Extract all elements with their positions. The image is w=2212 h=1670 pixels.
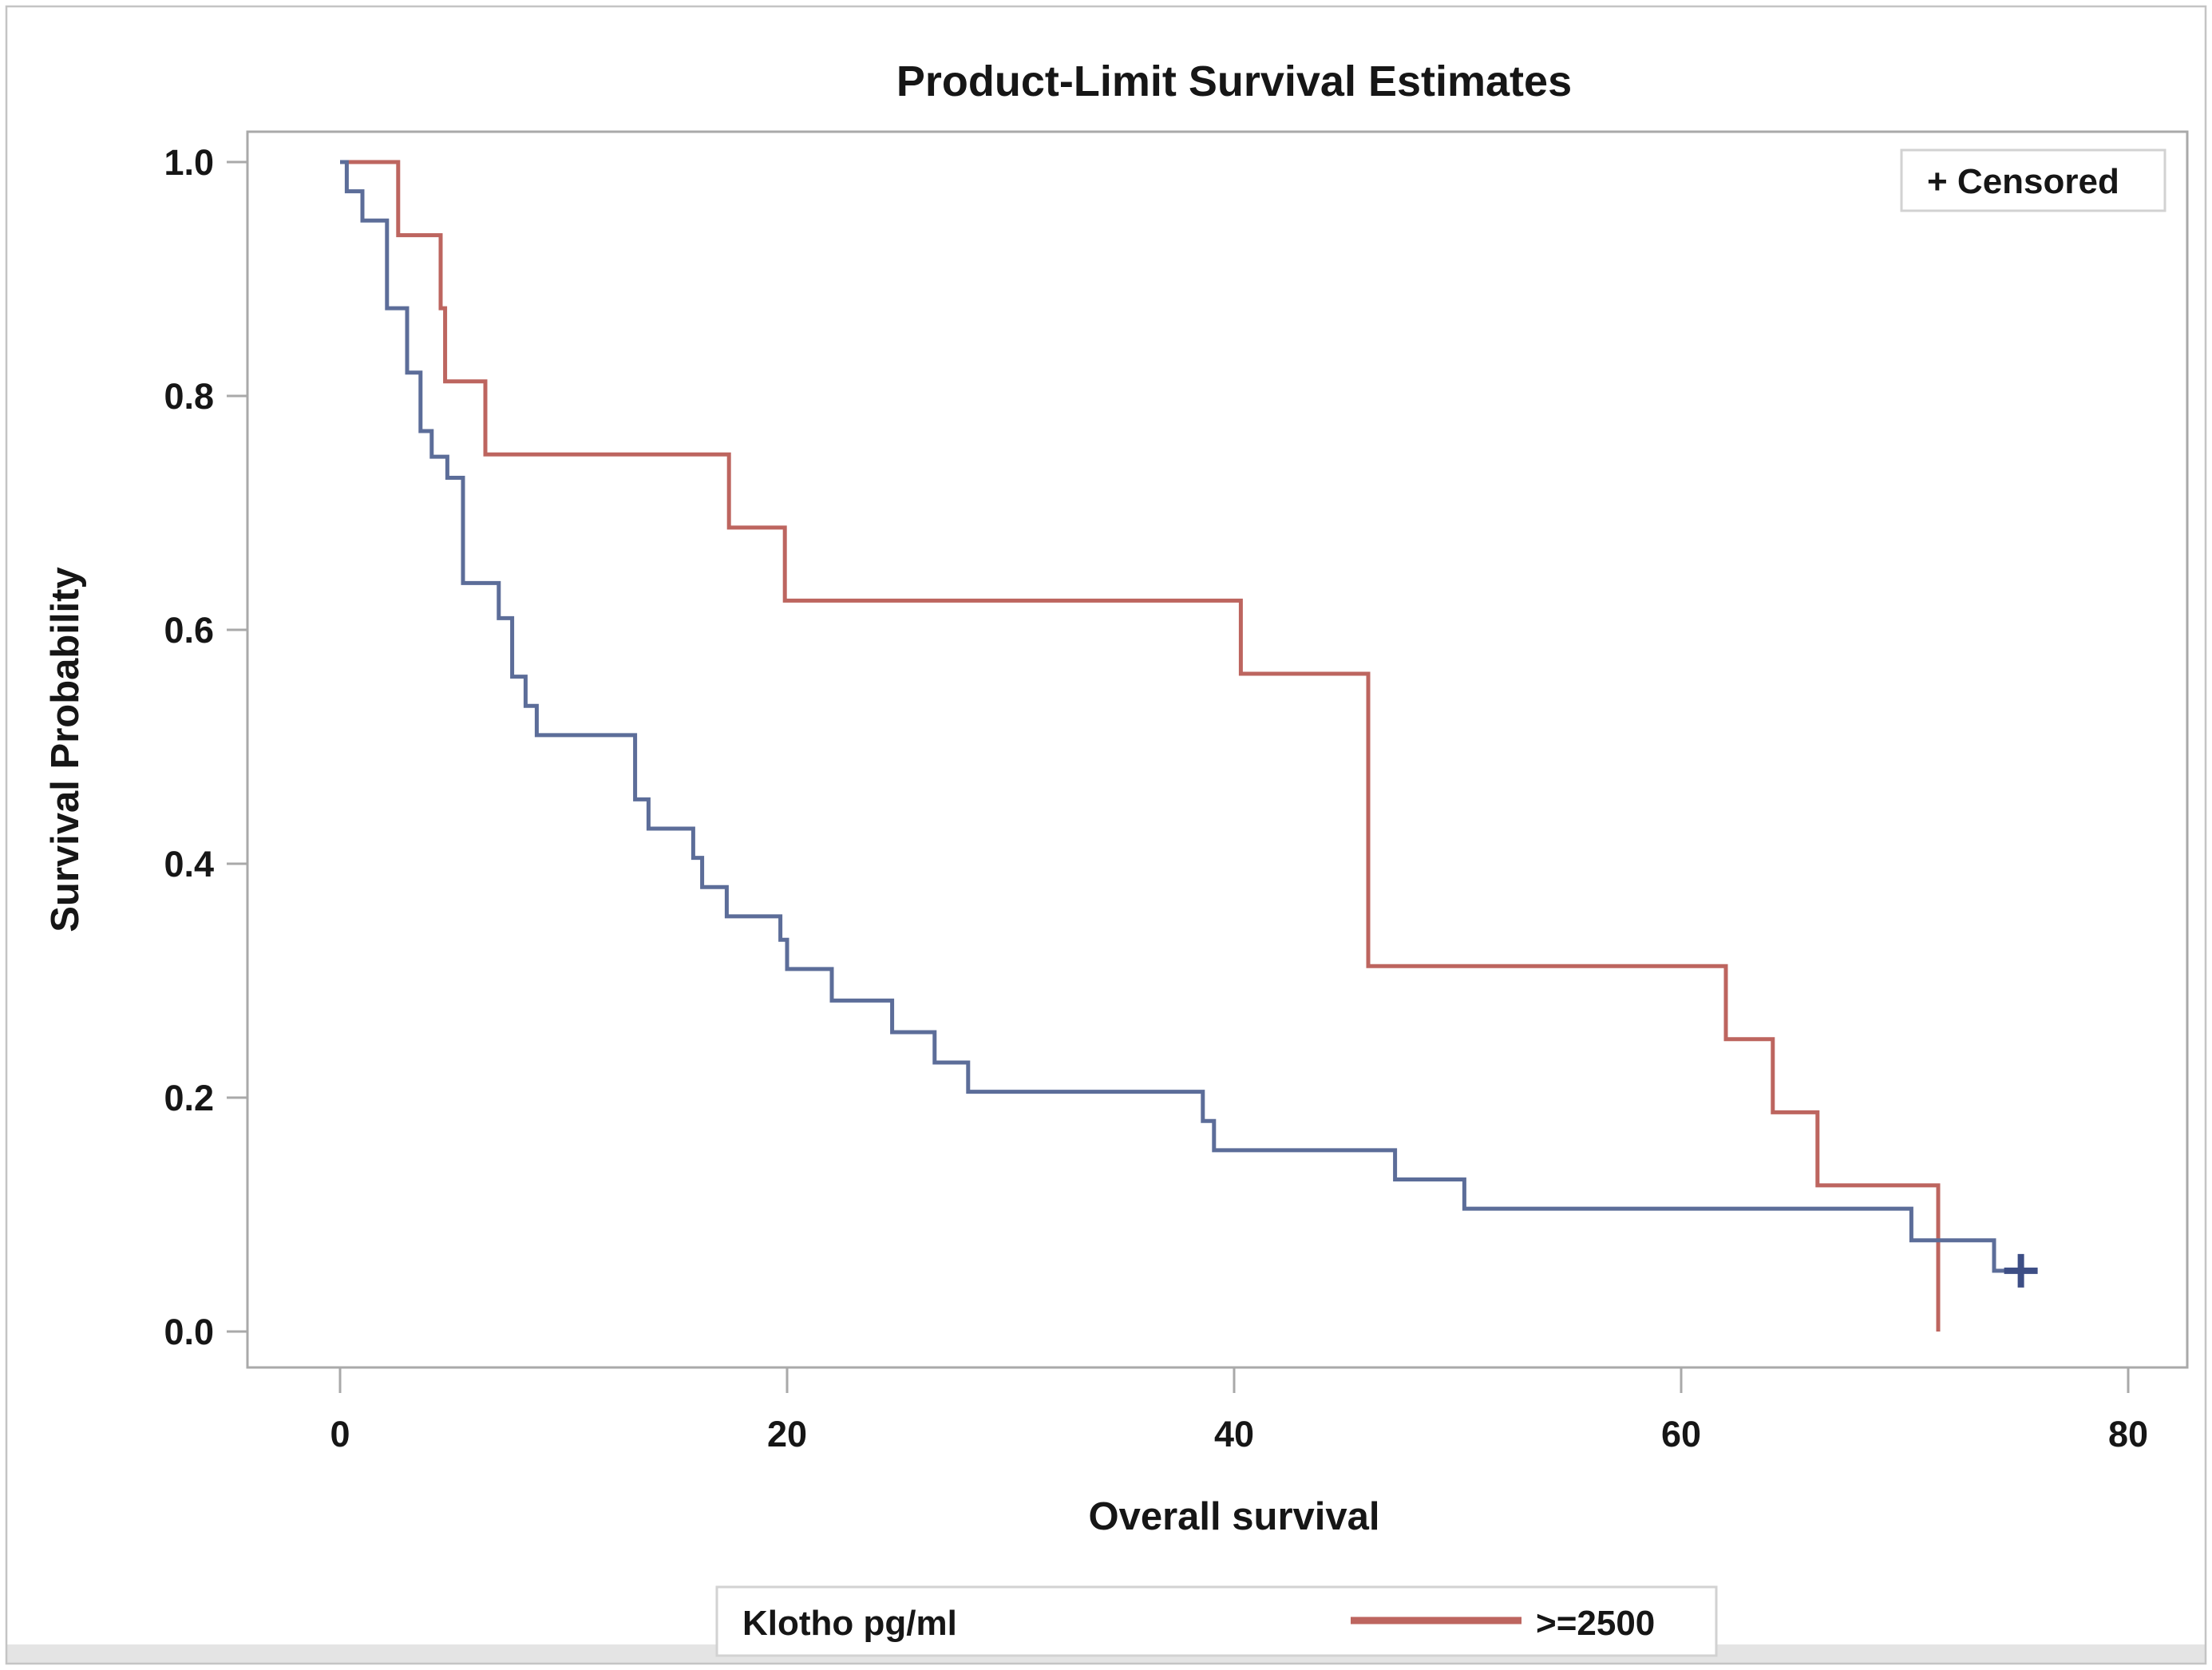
x-tick-label: 40: [1214, 1414, 1254, 1454]
x-tick-label: 80: [2108, 1414, 2148, 1454]
blue-survival-curve: [340, 160, 2032, 1273]
red-survival-curve: [340, 160, 1941, 1332]
chart-title: Product-Limit Survival Estimates: [896, 57, 1572, 105]
x-tick-label: 0: [330, 1414, 350, 1454]
x-axis-title: Overall survival: [1088, 1495, 1379, 1538]
x-axis-ticks: 0 20 40 60 80: [330, 1367, 2148, 1454]
y-tick-label: 1.0: [164, 142, 214, 183]
censored-legend: + Censored: [1900, 148, 2166, 212]
plot-area: 1.0 0.8 0.6 0.4 0.2 0.0 0 20 40 60 80 Survival Pr…: [44, 130, 2189, 1538]
x-tick-label: 20: [767, 1414, 807, 1454]
group-legend-entry-label: >=2500: [1536, 1604, 1655, 1643]
y-axis-title: Survival Probability: [44, 567, 87, 932]
group-legend: Klotho pg/ml >=2500: [715, 1585, 1718, 1657]
y-tick-label: 0.0: [164, 1312, 214, 1352]
survival-curves: [340, 160, 2038, 1332]
y-tick-label: 0.4: [164, 844, 214, 884]
y-axis-ticks: 1.0 0.8 0.6 0.4 0.2 0.0: [164, 142, 247, 1352]
y-tick-label: 0.6: [164, 610, 214, 651]
censored-legend-box: [1900, 148, 2166, 212]
y-tick-label: 0.2: [164, 1078, 214, 1118]
figure-border: [5, 5, 2207, 1665]
censored-legend-label: + Censored: [1927, 162, 2119, 201]
group-legend-title: Klotho pg/ml: [742, 1604, 957, 1643]
group-legend-box: [715, 1585, 1718, 1657]
x-tick-label: 60: [1661, 1414, 1701, 1454]
censor-plus-marker: [2004, 1253, 2038, 1288]
plot-frame: [246, 130, 2189, 1369]
y-tick-label: 0.8: [164, 376, 214, 417]
